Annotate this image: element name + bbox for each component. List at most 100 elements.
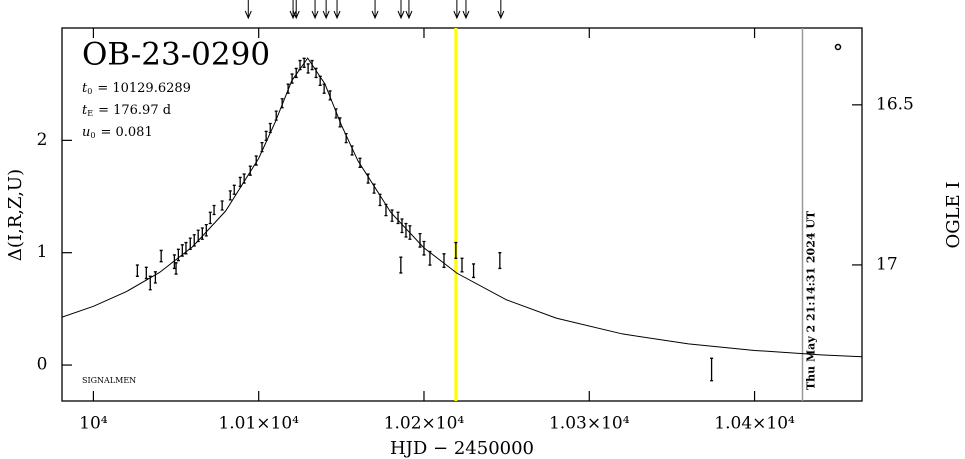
param: u0 = 0.081 — [82, 125, 153, 141]
arrow — [497, 0, 505, 20]
data-point — [344, 132, 348, 144]
data-point — [204, 223, 208, 237]
params: t0 = 10129.6289 tE = 176.97 d u0 = 0.081 — [82, 81, 191, 141]
data-point — [290, 73, 294, 84]
x-tick-label: 1.02×10⁴ — [384, 414, 465, 434]
data-point — [286, 83, 290, 94]
data-point — [180, 244, 184, 257]
plot-frame — [61, 27, 863, 402]
param-symbol: t — [82, 81, 88, 96]
data-point — [396, 211, 400, 225]
data-point — [400, 218, 404, 234]
data-point — [366, 173, 370, 184]
y-tick-label: 2 — [37, 130, 48, 150]
x-tick-label: 1.01×10⁴ — [218, 414, 299, 434]
arrow — [311, 0, 319, 20]
arrow — [405, 0, 413, 20]
data-point — [460, 257, 464, 273]
data-point — [306, 63, 310, 74]
param: t0 = 10129.6289 — [82, 81, 191, 97]
param-text: = 0.081 — [100, 125, 152, 140]
data-point — [268, 122, 272, 134]
arrow — [333, 0, 341, 20]
arrow — [244, 0, 252, 20]
data-point — [280, 98, 284, 109]
arrow — [371, 0, 379, 20]
data-point — [159, 249, 163, 263]
data-point — [220, 200, 224, 211]
data-point — [208, 211, 212, 225]
data-point — [254, 155, 258, 166]
param-text: = 10129.6289 — [97, 81, 191, 96]
y2-tick-label: 16.5 — [876, 94, 914, 114]
data-point — [322, 83, 326, 94]
data-point — [232, 184, 236, 195]
y-tick-label: 0 — [37, 355, 48, 375]
data-point — [135, 264, 139, 277]
data-point — [192, 234, 196, 247]
data-point — [274, 110, 278, 121]
model-curve — [62, 57, 862, 358]
data-point — [188, 237, 192, 250]
data-point — [334, 108, 338, 119]
data-point — [498, 252, 502, 270]
param-sub: 0 — [90, 131, 95, 140]
corner-note: SIGNALMEN — [82, 376, 136, 385]
arrow — [292, 0, 300, 20]
data-point — [404, 222, 408, 238]
data-point — [228, 190, 232, 201]
data-point — [294, 67, 298, 79]
data-point — [390, 209, 394, 222]
data-point — [314, 67, 318, 79]
data-point — [200, 227, 204, 240]
data-point — [350, 145, 354, 156]
data-point — [144, 266, 148, 280]
data-point — [242, 173, 246, 184]
data-point — [399, 256, 403, 274]
data-point — [298, 59, 302, 71]
data-point — [338, 117, 342, 128]
data-point — [174, 262, 178, 275]
chart-title: OB-23-0290 — [82, 37, 270, 73]
param-sub: E — [87, 109, 93, 118]
x-tick-label: 10⁴ — [79, 414, 108, 434]
data-point — [302, 57, 306, 68]
data-point — [422, 240, 426, 256]
arrow — [322, 0, 330, 20]
data-point — [710, 357, 714, 382]
timestamp: Thu May 2 21:14:31 2024 UT — [804, 210, 817, 390]
symbol-marker — [834, 43, 842, 51]
data-point — [378, 193, 382, 207]
data-point — [408, 225, 412, 240]
data-point — [238, 176, 242, 188]
data-point — [428, 250, 432, 266]
param-symbol: t — [82, 103, 88, 118]
data-point — [442, 253, 446, 268]
y-axis-label: Δ(I,R,Z,U) — [5, 169, 26, 261]
arrow — [397, 0, 405, 20]
x-tick-label: 1.04×10⁴ — [714, 414, 795, 434]
data-point — [418, 232, 422, 248]
data-point — [184, 241, 188, 255]
data-point — [472, 263, 476, 279]
param-symbol: u — [82, 125, 90, 140]
data-point — [153, 271, 157, 284]
data-point — [176, 248, 180, 262]
data-point — [172, 254, 176, 270]
data-point — [318, 75, 322, 86]
x-tick-label: 1.03×10⁴ — [549, 414, 630, 434]
param: tE = 176.97 d — [82, 103, 171, 119]
param-sub: 0 — [87, 87, 92, 96]
arrow — [453, 0, 461, 20]
x-axis-label: HJD − 2450000 — [390, 438, 534, 459]
data-point — [148, 275, 152, 291]
y2-axis-label: OGLE I — [943, 181, 964, 248]
param-text: = 176.97 d — [98, 103, 171, 118]
data-point — [212, 204, 216, 216]
arrow — [462, 0, 470, 20]
y-tick-label: 1 — [37, 242, 48, 262]
data-point — [328, 90, 332, 101]
data-point — [310, 59, 314, 71]
